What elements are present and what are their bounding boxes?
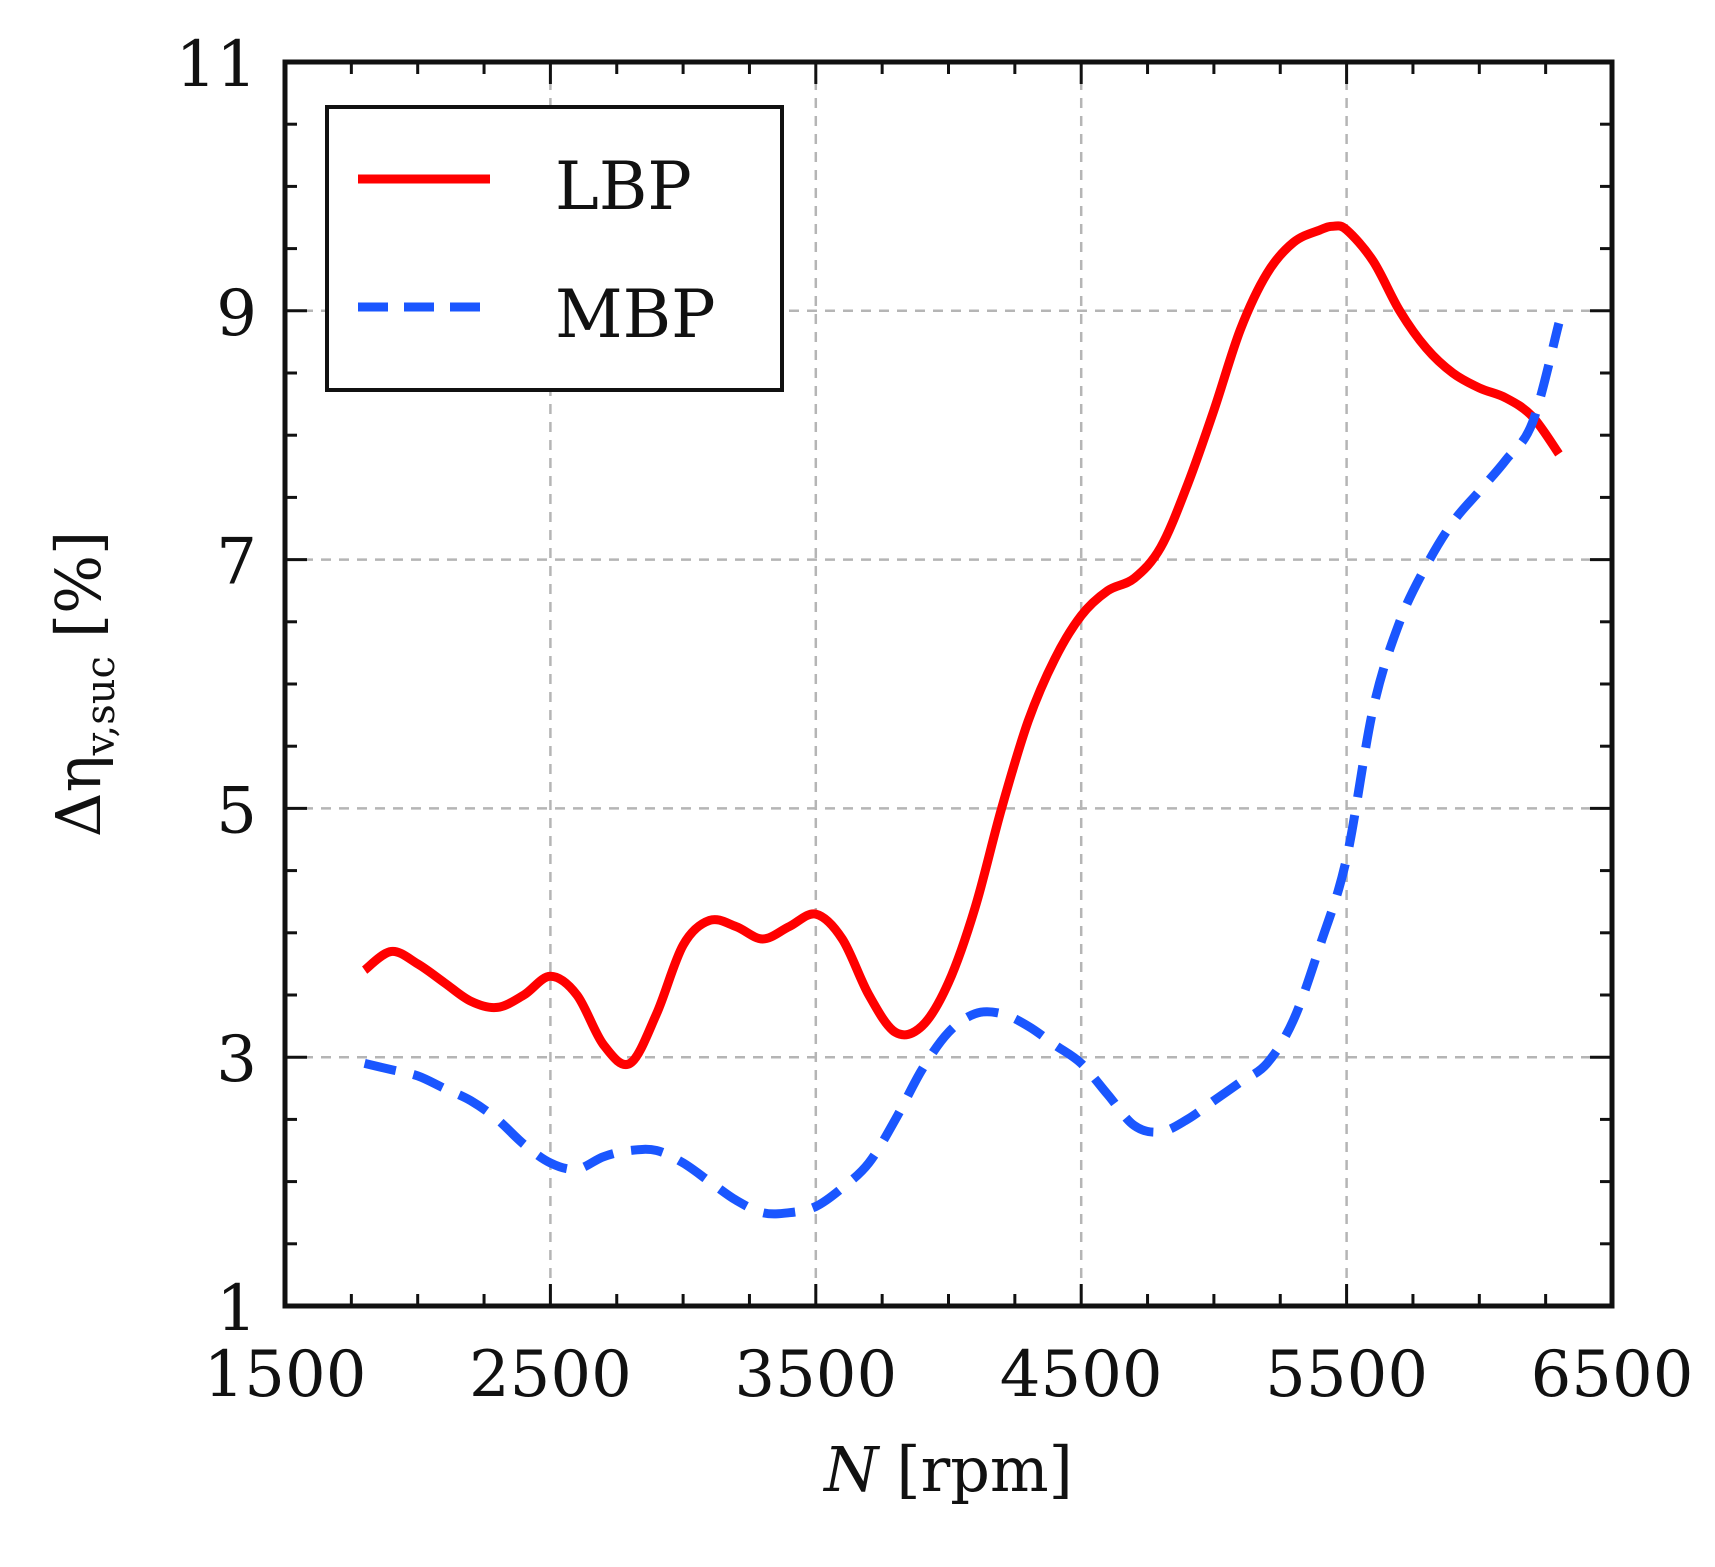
x-tick-label: 3500 [734, 1338, 897, 1412]
y-tick-label: 3 [216, 1023, 257, 1097]
series-line-lbp [361, 221, 1563, 1070]
y-axis-label: Δηv,suc [%] [42, 531, 124, 837]
x-axis-unit: [rpm] [896, 1433, 1073, 1506]
y-axis-symbol: Δη [42, 755, 115, 837]
y-tick-label: 1 [216, 1272, 257, 1346]
tick-labels: 1500 2500 3500 4500 5500 6500 1 3 5 7 9 11 [176, 28, 1694, 1412]
y-tick-label: 11 [176, 28, 257, 102]
legend-label-mbp: MBP [555, 276, 716, 353]
legend: LBP MBP [325, 105, 784, 392]
grid [285, 62, 1612, 1306]
x-tick-label: 1500 [204, 1338, 367, 1412]
legend-box [325, 105, 784, 392]
x-axis-symbol: N [822, 1433, 881, 1506]
legend-label-lbp: LBP [555, 148, 692, 225]
x-tick-label: 4500 [1000, 1338, 1163, 1412]
x-tick-label: 6500 [1531, 1338, 1694, 1412]
x-axis-label: N [rpm] [822, 1433, 1073, 1506]
plot-frame [282, 59, 1615, 1309]
x-tick-label: 5500 [1265, 1338, 1428, 1412]
x-tick-label: 2500 [469, 1338, 632, 1412]
y-tick-label: 9 [216, 277, 257, 351]
y-tick-label: 5 [216, 774, 257, 848]
series-line-mbp [363, 322, 1564, 1219]
series-group [361, 221, 1564, 1219]
y-axis-subscript: v,suc [78, 656, 124, 756]
y-axis-unit: [%] [42, 531, 115, 638]
y-tick-label: 7 [216, 526, 257, 600]
